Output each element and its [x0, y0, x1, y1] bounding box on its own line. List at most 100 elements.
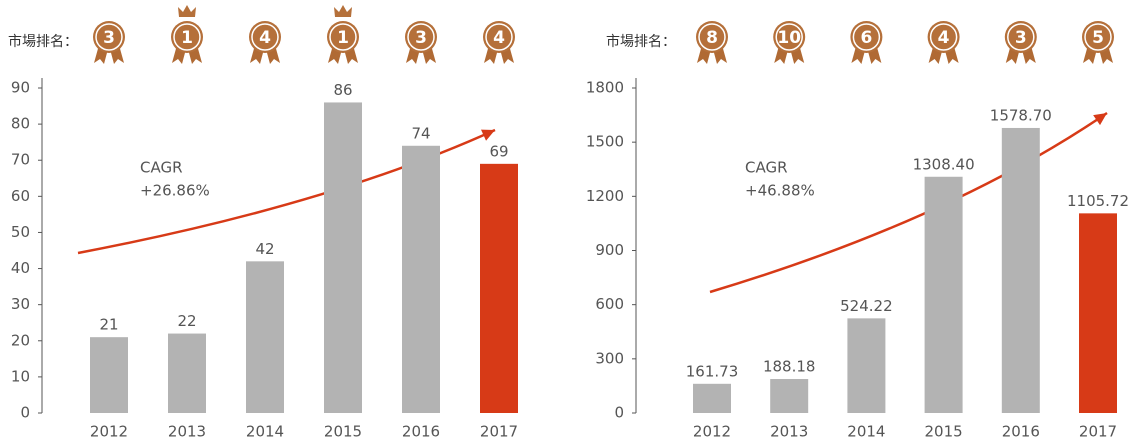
value-label: 1105.72 [1067, 192, 1129, 210]
y-tick-label: 0 [614, 404, 624, 422]
trend-arrow [709, 111, 1108, 294]
value-label: 42 [255, 240, 274, 258]
medal-ring [173, 23, 201, 51]
value-label: 188.18 [763, 358, 816, 376]
y-tick-label: 60 [11, 187, 30, 205]
y-tick-label: 70 [11, 151, 30, 169]
y-tick-label: 90 [11, 79, 30, 97]
x-tick-label: 2017 [480, 423, 518, 441]
rank: 4 [938, 28, 950, 48]
y-tick-label: 600 [595, 295, 624, 313]
value-label: 86 [333, 81, 352, 99]
bar [1001, 127, 1040, 414]
y-tick-label: 1200 [586, 187, 624, 205]
rank-label: 市場排名： [8, 33, 78, 50]
medal-ring [1007, 23, 1035, 51]
medal [249, 21, 281, 53]
x-tick-label: 2017 [1079, 423, 1117, 441]
x-tick-label: 2016 [402, 423, 440, 441]
medal [773, 21, 806, 53]
medal [93, 21, 125, 53]
x-tick-label: 2016 [1002, 423, 1040, 441]
value-label: 1308.40 [913, 155, 975, 173]
x-tick-label: 2012 [693, 423, 731, 441]
bar [924, 176, 963, 413]
medal [927, 21, 960, 53]
medal [696, 21, 728, 53]
arrow-head [481, 129, 495, 141]
bar [847, 318, 886, 413]
annotation: CAGR [745, 159, 788, 177]
rank: 3 [103, 28, 115, 48]
bar [168, 333, 206, 413]
value-label: 74 [411, 124, 430, 142]
medal-ring [329, 23, 357, 51]
medal-ring [251, 23, 279, 51]
rank: 8 [706, 28, 718, 48]
medal-ring [698, 23, 726, 51]
y-tick-label: 1500 [586, 133, 624, 151]
y-tick-label: 0 [20, 404, 30, 422]
medal-ring [407, 23, 435, 51]
value-label: 161.73 [686, 362, 739, 380]
x-tick-label: 2012 [90, 423, 128, 441]
rank: 4 [259, 28, 271, 48]
medal [1082, 21, 1114, 53]
y-tick-label: 40 [11, 259, 30, 277]
bar [770, 379, 809, 413]
y-tick-label: 80 [11, 115, 30, 133]
bar [1079, 213, 1117, 413]
bar [90, 337, 128, 413]
medal-ring [1084, 23, 1112, 51]
value-label: 524.22 [840, 297, 893, 315]
annotation: +26.86% [140, 182, 210, 200]
x-tick-label: 2015 [324, 423, 362, 441]
y-tick-label: 50 [11, 223, 30, 241]
rank-label: 市場排名： [606, 33, 676, 50]
crown [334, 5, 352, 17]
value-label: 1578.70 [990, 106, 1052, 124]
medal [327, 21, 359, 53]
rank: 1 [181, 28, 193, 48]
crown [178, 5, 196, 17]
y-tick-label: 10 [11, 367, 30, 385]
medal-ring [485, 23, 513, 51]
bar [324, 102, 362, 413]
rank: 5 [1092, 28, 1104, 48]
bar [693, 383, 731, 413]
y-tick-label: 20 [11, 331, 30, 349]
medal [850, 21, 883, 53]
annotation: +46.88% [745, 182, 815, 200]
bar [480, 163, 518, 413]
rank: 3 [415, 28, 427, 48]
rank: 10 [777, 28, 801, 48]
annotation: CAGR [140, 159, 183, 177]
medal [171, 21, 203, 53]
medal [1004, 21, 1037, 53]
y-tick-label: 30 [11, 295, 30, 313]
y-tick-label: 1800 [586, 79, 624, 97]
value-label: 21 [99, 316, 118, 334]
medal [405, 21, 437, 53]
medal [483, 21, 515, 53]
bar [246, 261, 284, 413]
arrow-head [1093, 113, 1107, 126]
value-label: 22 [177, 312, 196, 330]
rank: 6 [860, 28, 872, 48]
medal-ring [852, 23, 881, 51]
x-tick-label: 2014 [847, 423, 885, 441]
y-tick-label: 300 [595, 349, 624, 367]
x-tick-label: 2013 [770, 423, 808, 441]
medal-ring [95, 23, 123, 51]
bar [402, 145, 440, 413]
medal-ring [929, 23, 958, 51]
x-tick-label: 2015 [925, 423, 963, 441]
rank: 3 [1015, 28, 1027, 48]
x-tick-label: 2014 [246, 423, 284, 441]
y-tick-label: 900 [595, 241, 624, 259]
value-label: 69 [489, 142, 508, 160]
trend-arrow [77, 128, 496, 255]
x-tick-label: 2013 [168, 423, 206, 441]
rank: 1 [337, 28, 349, 48]
